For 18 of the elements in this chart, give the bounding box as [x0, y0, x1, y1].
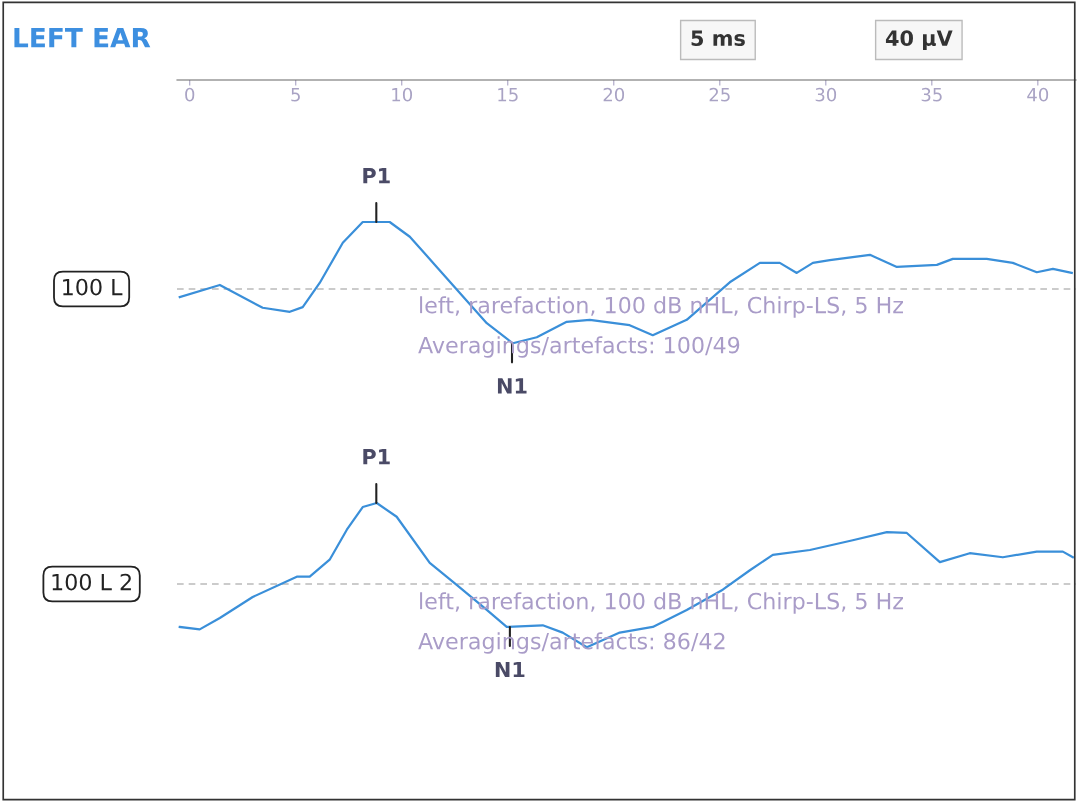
x-tick-label: 5: [291, 88, 300, 102]
text: 5 ms: [691, 30, 745, 47]
text: 100 L 2: [52, 573, 131, 591]
x-tick-label: 30: [815, 87, 837, 102]
annotation: P1: [363, 449, 390, 465]
chart-title: LEFT EAR: [14, 28, 151, 48]
text: 100 L: [63, 278, 123, 296]
annotation: N1: [497, 378, 527, 394]
x-tick-label: 15: [498, 88, 518, 102]
x-tick-label: 25: [709, 87, 730, 102]
annotation: P1: [363, 168, 390, 184]
x-tick-label: 40: [1027, 87, 1049, 102]
annotation: N1: [495, 661, 525, 678]
text: 40 µV: [885, 30, 953, 51]
x-tick-label: 0: [185, 87, 195, 102]
x-tick-label: 10: [392, 87, 413, 102]
x-tick-label: 35: [921, 87, 942, 102]
x-tick-label: 20: [603, 87, 625, 102]
